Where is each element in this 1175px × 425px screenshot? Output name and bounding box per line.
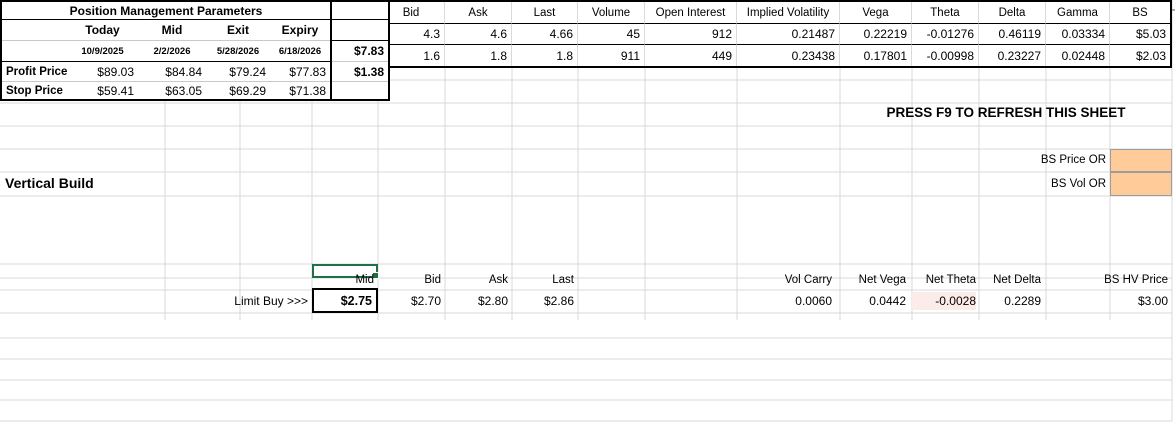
col-header: BS xyxy=(1110,2,1170,24)
gamma-cell[interactable]: 0.03334 xyxy=(1046,24,1110,45)
bs-hv-value: $3.00 xyxy=(1137,294,1168,308)
vol-carry-value: 0.0060 xyxy=(795,294,832,308)
last-cell[interactable]: 4.66 xyxy=(512,24,578,45)
col-header: Gamma xyxy=(1046,2,1110,24)
profit-price-value: $79.24 xyxy=(206,62,270,82)
pmp-date: 10/9/2025 xyxy=(67,41,138,62)
spread-ask: $2.80 xyxy=(477,294,508,308)
refresh-note: PRESS F9 TO REFRESH THIS SHEET xyxy=(886,105,1126,120)
net-theta-header: Net Theta xyxy=(925,274,976,286)
pmp-table: Position Management Parameters Today Mid… xyxy=(0,0,332,101)
pmp-header: Position Management Parameters xyxy=(2,2,330,20)
profit-price-value: $84.84 xyxy=(138,62,206,82)
stop-price-value: $63.05 xyxy=(138,82,206,99)
vol-carry-header: Vol Carry xyxy=(784,274,832,286)
stop-price-value: $69.29 xyxy=(206,82,270,99)
bs-cell[interactable]: $2.03 xyxy=(1110,45,1170,66)
col-header: Bid xyxy=(378,2,445,24)
spread-last: $2.86 xyxy=(543,294,574,308)
bs-cell[interactable]: $5.03 xyxy=(1110,24,1170,45)
col-header: Theta xyxy=(912,2,979,24)
gamma-cell[interactable]: 0.02448 xyxy=(1046,45,1110,66)
section-heading-vertical-build: Vertical Build xyxy=(5,175,94,191)
ask-cell[interactable]: 4.6 xyxy=(445,24,512,45)
limit-buy-price-cell[interactable]: $2.75 xyxy=(312,288,378,313)
col-header: Open Interest xyxy=(645,2,737,24)
net-theta-value: -0.0028 xyxy=(912,292,976,310)
col-header: Last xyxy=(512,2,578,24)
theta-cell[interactable]: -0.01276 xyxy=(912,24,979,45)
pmp-date: 6/18/2026 xyxy=(270,41,330,62)
vega-cell[interactable]: 0.17801 xyxy=(840,45,912,66)
spread-bid: $2.70 xyxy=(410,294,441,308)
pmp-date: 5/28/2026 xyxy=(206,41,270,62)
profit-price-value: $89.03 xyxy=(67,62,138,82)
cell xyxy=(2,41,67,62)
stop-price-label: Stop Price xyxy=(2,82,67,99)
vega-cell[interactable]: 0.22219 xyxy=(840,24,912,45)
pmp-col-exit: Exit xyxy=(206,20,270,41)
theta-cell[interactable]: -0.00998 xyxy=(912,45,979,66)
bid-cell[interactable]: 1.6 xyxy=(378,45,445,66)
iv-cell[interactable]: 0.21487 xyxy=(737,24,840,45)
pmp-col-today: Today xyxy=(67,20,138,41)
volume-cell[interactable]: 911 xyxy=(578,45,645,66)
bid-cell[interactable]: 4.3 xyxy=(378,24,445,45)
bid-header: Bid xyxy=(424,274,441,286)
bs-vol-or-label: BS Vol OR xyxy=(1051,178,1106,190)
pmp-date: 2/2/2026 xyxy=(138,41,206,62)
limit-buy-price: $2.75 xyxy=(340,293,372,308)
iv-cell[interactable]: 0.23438 xyxy=(737,45,840,66)
delta-cell[interactable]: 0.46119 xyxy=(979,24,1046,45)
last-cell[interactable]: 1.8 xyxy=(512,45,578,66)
ask-cell[interactable]: 1.8 xyxy=(445,45,512,66)
net-delta-header: Net Delta xyxy=(993,274,1041,286)
profit-price-value: $77.83 xyxy=(270,62,330,82)
fill-handle[interactable] xyxy=(372,272,379,279)
volume-cell[interactable]: 45 xyxy=(578,24,645,45)
col-header: Implied Volatility xyxy=(737,2,840,24)
col-header: Delta xyxy=(979,2,1046,24)
open-interest-cell[interactable]: 912 xyxy=(645,24,737,45)
mid-header: Mid xyxy=(355,274,374,286)
col-header: Ask xyxy=(445,2,512,24)
open-interest-cell[interactable]: 449 xyxy=(645,45,737,66)
pmp-col-expiry: Expiry xyxy=(270,20,330,41)
stop-price-value: $71.38 xyxy=(270,82,330,99)
cell xyxy=(2,20,67,41)
bs-vol-or-input[interactable] xyxy=(1110,172,1172,196)
net-delta-value: 0.2289 xyxy=(1004,294,1041,308)
selected-cell[interactable] xyxy=(312,264,379,279)
ask-header: Ask xyxy=(488,274,508,286)
last-header: Last xyxy=(552,274,574,286)
limit-buy-label: Limit Buy >>> xyxy=(234,294,308,308)
bs-price-or-label: BS Price OR xyxy=(1040,154,1106,166)
net-vega-header: Net Vega xyxy=(858,274,906,286)
net-vega-value: 0.0442 xyxy=(869,294,906,308)
col-header: Volume xyxy=(578,2,645,24)
col-header: Vega xyxy=(840,2,912,24)
delta-cell[interactable]: 0.23227 xyxy=(979,45,1046,66)
stop-price-value: $59.41 xyxy=(67,82,138,99)
bs-hv-header: BS HV Price xyxy=(1104,274,1168,286)
bs-price-or-input[interactable] xyxy=(1110,149,1172,172)
pmp-col-mid: Mid xyxy=(138,20,206,41)
profit-price-label: Profit Price xyxy=(2,62,67,82)
